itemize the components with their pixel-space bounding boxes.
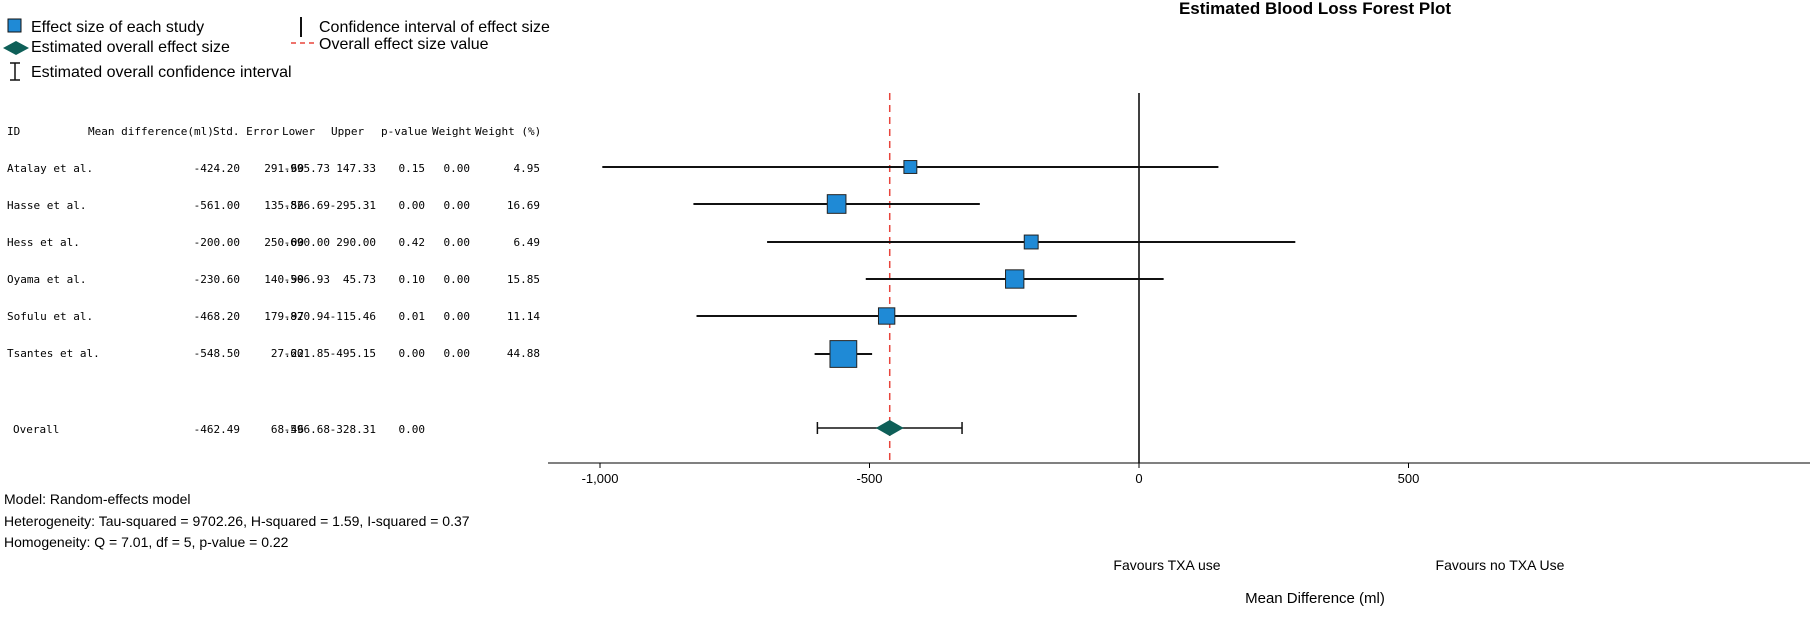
cell-weight: 0.00 <box>443 199 471 212</box>
header-lower: Lower <box>282 125 316 138</box>
cell-mean-diff: -468.20 <box>193 310 240 323</box>
cell-mean-diff: -230.60 <box>193 273 240 286</box>
cell-weight-pct: 44.88 <box>506 347 540 360</box>
cell-upper: -328.31 <box>329 423 376 436</box>
study-effect-box <box>903 160 918 174</box>
cell-upper: -295.31 <box>329 199 376 212</box>
cell-id: Tsantes et al. <box>7 347 100 360</box>
legend-overall-effect: Estimated overall effect size <box>31 39 230 56</box>
x-tick-label: -1,000 <box>582 471 619 486</box>
cell-p-value: 0.00 <box>398 199 426 212</box>
cell-std-error: 291.60 <box>264 162 304 175</box>
header-upper: Upper <box>331 125 365 138</box>
cell-std-error: 135.56 <box>264 199 304 212</box>
cell-upper: 290.00 <box>336 236 376 249</box>
legend-ci-icon <box>10 62 20 81</box>
x-tick-label: 500 <box>1398 471 1420 486</box>
cell-weight: 0.00 <box>443 273 471 286</box>
cell-upper: 45.73 <box>342 273 376 286</box>
cell-mean-diff: -561.00 <box>193 199 240 212</box>
model-text: Model: Random-effects model <box>4 491 191 507</box>
cell-weight-pct: 6.49 <box>513 236 541 249</box>
cell-weight-pct: 15.85 <box>506 273 540 286</box>
study-effect-box <box>826 194 847 214</box>
cell-lower: -690.00 <box>283 236 330 249</box>
cell-p-value: 0.00 <box>398 423 426 436</box>
homogeneity-text: Homogeneity: Q = 7.01, df = 5, p-value =… <box>4 534 289 550</box>
header-weight-pct: Weight (%) <box>475 125 542 138</box>
cell-upper: 147.33 <box>336 162 376 175</box>
study-table: ID Mean difference(ml) Std. Error Lower … <box>0 0 560 460</box>
cell-p-value: 0.15 <box>398 162 426 175</box>
x-tick-label: 0 <box>1135 471 1142 486</box>
cell-id: Oyama et al. <box>7 273 87 286</box>
cell-lower: -601.85 <box>283 347 330 360</box>
cell-mean-diff: -200.00 <box>193 236 240 249</box>
cell-id: Atalay et al. <box>7 162 94 175</box>
cell-id: Hasse et al. <box>7 199 87 212</box>
cell-weight-pct: 11.14 <box>506 310 540 323</box>
plot-layer: -1,000 -500 0 500 <box>548 93 1810 486</box>
cell-std-error: 179.97 <box>264 310 304 323</box>
cell-lower: -826.69 <box>283 199 330 212</box>
cell-p-value: 0.10 <box>398 273 426 286</box>
header-std-error: Std. Error <box>213 125 280 138</box>
study-effect-box <box>877 307 896 325</box>
cell-p-value: 0.00 <box>398 347 426 360</box>
cell-std-error: 140.99 <box>264 273 304 286</box>
cell-id: Sofulu et al. <box>7 310 94 323</box>
cell-p-value: 0.42 <box>398 236 426 249</box>
table-header: ID Mean difference(ml) Std. Error Lower … <box>0 26 560 156</box>
x-axis-label: Mean Difference (ml) <box>1245 590 1385 607</box>
header-mean-diff: Mean difference(ml) <box>88 125 214 138</box>
cell-id: Hess et al. <box>7 236 80 249</box>
study-effect-box <box>829 340 858 368</box>
study-effect-box <box>1005 269 1025 289</box>
cell-lower: -995.73 <box>283 162 330 175</box>
header-p-value: p-value <box>381 125 428 138</box>
legend-diamond-icon <box>3 41 29 55</box>
cell-weight-pct: 4.95 <box>513 162 541 175</box>
cell-mean-diff: -424.20 <box>193 162 240 175</box>
header-id: ID <box>7 125 21 138</box>
legend-dashed-line-icon <box>291 42 315 44</box>
cell-upper: -495.15 <box>329 347 376 360</box>
cell-lower: -820.94 <box>283 310 330 323</box>
legend-overall-value: Overall effect size value <box>319 36 489 53</box>
cell-weight: 0.00 <box>443 347 471 360</box>
cell-weight: 0.00 <box>443 162 471 175</box>
overall-effect-diamond <box>875 420 904 436</box>
cell-std-error: 68.46 <box>270 423 304 436</box>
legend-effect-size: Effect size of each study <box>31 19 205 36</box>
legend-box-icon <box>7 18 22 33</box>
favours-left-label: Favours TXA use <box>1113 557 1220 573</box>
cell-weight: 0.00 <box>443 236 471 249</box>
cell-mean-diff: -462.49 <box>193 423 240 436</box>
cell-std-error: 27.22 <box>270 347 304 360</box>
study-effect-box <box>1023 234 1039 250</box>
header-weight: Weight <box>432 125 472 138</box>
cell-mean-diff: -548.50 <box>193 347 240 360</box>
cell-lower: -506.93 <box>283 273 330 286</box>
x-tick-label: -500 <box>856 471 882 486</box>
legend-overall-ci: Estimated overall confidence interval <box>31 64 292 81</box>
cell-id: Overall <box>13 423 60 436</box>
legend-ci-line-icon <box>300 17 302 37</box>
cell-weight-pct: 16.69 <box>506 199 540 212</box>
chart-title: Estimated Blood Loss Forest Plot <box>1179 0 1451 18</box>
favours-right-label: Favours no TXA Use <box>1436 557 1565 573</box>
cell-p-value: 0.01 <box>398 310 426 323</box>
cell-std-error: 250.00 <box>264 236 304 249</box>
cell-lower: -596.68 <box>283 423 330 436</box>
cell-weight: 0.00 <box>443 310 471 323</box>
legend-ci: Confidence interval of effect size <box>319 19 550 36</box>
heterogeneity-text: Heterogeneity: Tau-squared = 9702.26, H-… <box>4 513 470 529</box>
cell-upper: -115.46 <box>329 310 376 323</box>
